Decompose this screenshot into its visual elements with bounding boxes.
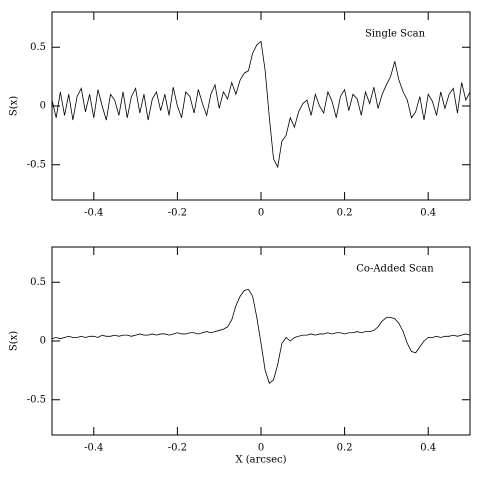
data-line — [51, 288, 471, 384]
x-tick-label: -0.2 — [168, 443, 187, 454]
data-line — [51, 40, 471, 169]
annotation: Co-Added Scan — [356, 264, 434, 275]
y-tick-label: 0.5 — [30, 277, 46, 288]
plot-frame — [51, 11, 471, 201]
x-tick-label: 0.2 — [337, 443, 353, 454]
x-tick-label: 0 — [258, 208, 264, 219]
x-axis-label: X (arcsec) — [235, 455, 286, 466]
x-tick-label: -0.2 — [168, 208, 187, 219]
x-tick-label: 0.2 — [337, 208, 353, 219]
y-tick-label: 0.5 — [30, 42, 46, 53]
y-tick-label: -0.5 — [27, 159, 46, 170]
y-tick-label: -0.5 — [27, 394, 46, 405]
x-tick-label: 0.4 — [420, 443, 436, 454]
y-tick-label: 0 — [40, 101, 46, 112]
annotation: Single Scan — [365, 29, 426, 40]
x-tick-label: 0 — [258, 443, 264, 454]
y-axis-label: S(x) — [9, 331, 20, 351]
y-tick-label: 0 — [40, 336, 46, 347]
x-tick-label: -0.4 — [84, 208, 103, 219]
y-axis-label: S(x) — [9, 96, 20, 116]
x-tick-label: -0.4 — [84, 443, 103, 454]
x-tick-label: 0.4 — [420, 208, 436, 219]
